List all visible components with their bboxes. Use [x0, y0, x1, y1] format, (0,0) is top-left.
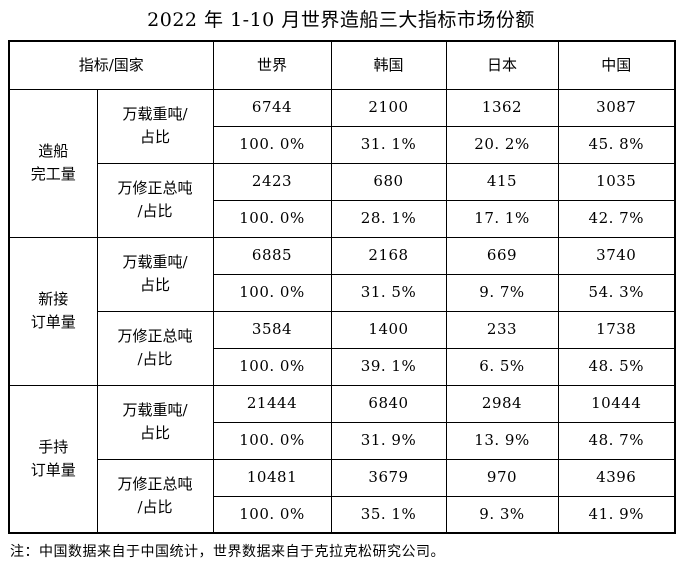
value-cell: 2168: [330, 236, 447, 275]
metric-label: 万修正总吨 /占比: [96, 458, 214, 534]
share-cell: 100. 0%: [212, 273, 332, 312]
table-row: 100. 0% 31. 1% 20. 2% 45. 8%: [9, 125, 676, 164]
share-cell: 54. 3%: [557, 273, 676, 312]
value-cell: 3087: [557, 88, 676, 127]
page-title: 2022 年 1-10 月世界造船三大指标市场份额: [147, 9, 535, 31]
table-row: 100. 0% 31. 9% 13. 9% 48. 7%: [9, 421, 676, 460]
table-row: 100. 0% 35. 1% 9. 3% 41. 9%: [9, 495, 676, 534]
value-cell: 10444: [557, 384, 676, 423]
share-cell: 9. 3%: [445, 495, 559, 534]
section-label-order-backlog: 手持 订单量: [8, 384, 98, 534]
value-cell: 1738: [557, 310, 676, 349]
country-header-world: 世界: [212, 40, 332, 90]
value-cell: 6885: [212, 236, 332, 275]
table-header-row: 指标/国家 世界 韩国 日本 中国: [8, 40, 676, 90]
value-cell: 2423: [212, 162, 332, 201]
metric-label: 万修正总吨 /占比: [96, 162, 214, 238]
share-cell: 39. 1%: [330, 347, 447, 386]
value-cell: 680: [330, 162, 447, 201]
header-corner-cell: 指标/国家: [8, 40, 214, 90]
value-cell: 1035: [557, 162, 676, 201]
table-row: 手持 订单量 万载重吨/ 占比 21444 6840 2984 10444: [8, 384, 676, 534]
value-cell: 3740: [557, 236, 676, 275]
metric-label: 万载重吨/ 占比: [96, 236, 214, 312]
metric-label: 万载重吨/ 占比: [96, 88, 214, 164]
value-cell: 10481: [212, 458, 332, 497]
value-cell: 4396: [557, 458, 676, 497]
value-cell: 669: [445, 236, 559, 275]
value-cell: 6840: [330, 384, 447, 423]
value-cell: 3584: [212, 310, 332, 349]
value-cell: 415: [445, 162, 559, 201]
country-header-korea: 韩国: [330, 40, 447, 90]
value-cell: 970: [445, 458, 559, 497]
metric-label: 万载重吨/ 占比: [96, 384, 214, 460]
share-cell: 48. 7%: [557, 421, 676, 460]
share-cell: 31. 9%: [330, 421, 447, 460]
table-row: 新接 订单量 万载重吨/ 占比 6885 2168 669 3740: [8, 236, 676, 386]
table-row: 万修正总吨 /占比 3584 1400 233 1738: [9, 310, 676, 386]
table-row: 万修正总吨 /占比 2423 680 415 1035: [9, 162, 676, 238]
share-cell: 100. 0%: [212, 421, 332, 460]
share-cell: 100. 0%: [212, 199, 332, 238]
share-cell: 42. 7%: [557, 199, 676, 238]
share-cell: 100. 0%: [212, 125, 332, 164]
share-cell: 28. 1%: [330, 199, 447, 238]
table-row: 造船 完工量 万载重吨/ 占比 6744 2100 1362 3087: [8, 88, 676, 238]
share-cell: 100. 0%: [212, 495, 332, 534]
share-cell: 17. 1%: [445, 199, 559, 238]
share-cell: 31. 1%: [330, 125, 447, 164]
value-cell: 1400: [330, 310, 447, 349]
table-row: 100. 0% 39. 1% 6. 5% 48. 5%: [9, 347, 676, 386]
share-cell: 41. 9%: [557, 495, 676, 534]
section-label-completions: 造船 完工量: [8, 88, 98, 238]
section-label-new-orders: 新接 订单量: [8, 236, 98, 386]
share-cell: 100. 0%: [212, 347, 332, 386]
share-cell: 6. 5%: [445, 347, 559, 386]
table-row: 100. 0% 31. 5% 9. 7% 54. 3%: [9, 273, 676, 312]
market-share-table: 指标/国家 世界 韩国 日本 中国 造船 完工量 万载重吨/ 占比 6744 2…: [8, 40, 676, 534]
share-cell: 48. 5%: [557, 347, 676, 386]
share-cell: 20. 2%: [445, 125, 559, 164]
source-footnote: 注：中国数据来自于中国统计，世界数据来自于克拉克松研究公司。: [10, 544, 445, 560]
share-cell: 35. 1%: [330, 495, 447, 534]
table-row: 万修正总吨 /占比 10481 3679 970 4396: [9, 458, 676, 534]
value-cell: 233: [445, 310, 559, 349]
share-cell: 9. 7%: [445, 273, 559, 312]
value-cell: 1362: [445, 88, 559, 127]
country-header-china: 中国: [557, 40, 676, 90]
value-cell: 21444: [212, 384, 332, 423]
value-cell: 2100: [330, 88, 447, 127]
share-cell: 45. 8%: [557, 125, 676, 164]
country-header-japan: 日本: [445, 40, 559, 90]
metric-label: 万修正总吨 /占比: [96, 310, 214, 386]
value-cell: 6744: [212, 88, 332, 127]
value-cell: 3679: [330, 458, 447, 497]
share-cell: 13. 9%: [445, 421, 559, 460]
share-cell: 31. 5%: [330, 273, 447, 312]
document-page: 2022 年 1-10 月世界造船三大指标市场份额 指标/国家 世界 韩国 日本…: [0, 5, 682, 568]
value-cell: 2984: [445, 384, 559, 423]
